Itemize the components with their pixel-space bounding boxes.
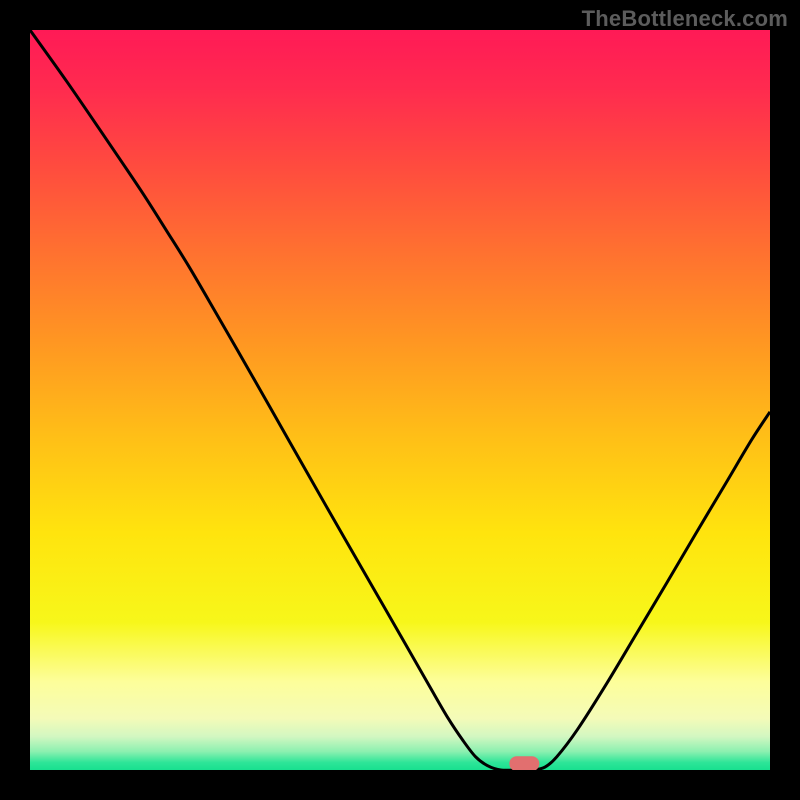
optimal-marker [509,756,539,770]
bottleneck-chart [30,30,770,770]
watermark-text: TheBottleneck.com [582,6,788,32]
chart-frame: TheBottleneck.com [0,0,800,800]
gradient-background-rect [30,30,770,770]
